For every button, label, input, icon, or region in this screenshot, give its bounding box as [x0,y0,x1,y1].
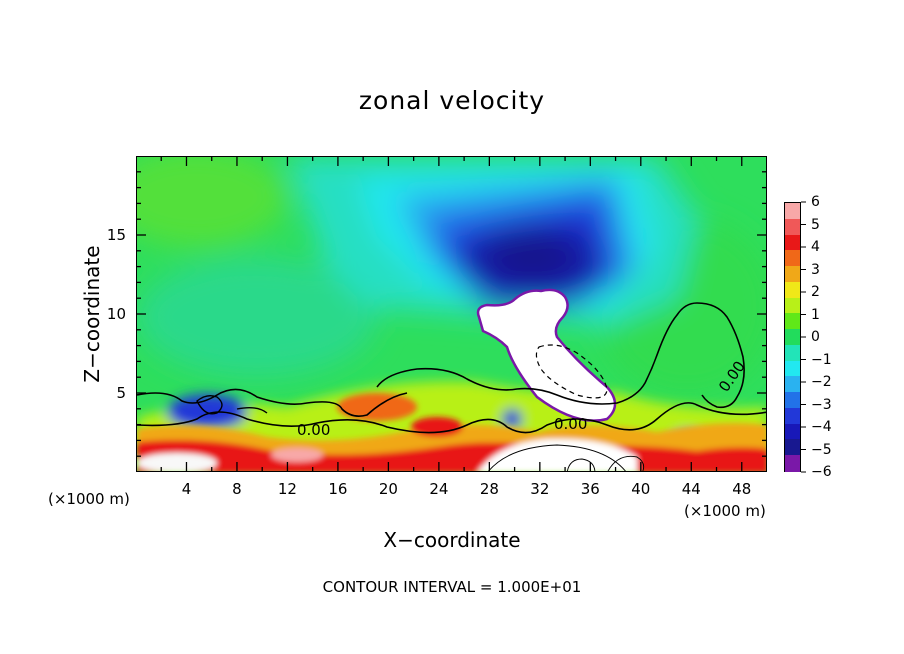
chart-title: zonal velocity [358,86,546,115]
colorbar-label: −1 [811,351,832,368]
contour-label: 0.00 [554,415,588,433]
colorbar-label: 0 [811,329,820,345]
x-tick-label: 12 [277,480,297,498]
velocity-field [137,157,766,471]
colorbar-swatch [785,250,800,268]
x-tick-label: 36 [580,480,600,498]
colorbar-label: 1 [811,306,820,323]
colorbar-swatch [785,360,800,378]
colorbar-label: −6 [811,464,832,480]
x-tick-label: 8 [232,480,242,498]
colorbar-swatch [785,455,800,473]
colorbar-swatch [785,203,800,221]
y-tick-label: 10 [106,305,126,323]
colorbar-swatch [785,329,800,347]
y-tick-label: 5 [116,384,126,402]
colorbar-label: −3 [811,396,832,413]
colorbar-swatch [785,234,800,252]
x-tick-label: 48 [732,480,752,498]
contour-label: 0.00 [297,421,331,439]
colorbar-label: −2 [811,374,832,390]
x-tick-label: 24 [429,480,449,498]
colorbar-swatch [785,344,800,362]
x-tick-label: 32 [530,480,550,498]
x-axis-label: X−coordinate [383,528,521,552]
colorbar-label: 5 [811,216,820,233]
colorbar-swatch [785,407,800,426]
colorbar [784,202,801,473]
plot-area: 0.00 0.00 0.00 [136,156,767,472]
colorbar-swatch [785,423,800,441]
colorbar-label: −5 [811,441,832,458]
colorbar-swatch [785,376,800,394]
contour-interval: CONTOUR INTERVAL = 1.000E+01 [322,578,582,596]
colorbar-label: −4 [811,419,832,435]
x-tick-label: 16 [328,480,348,498]
colorbar-swatch [785,439,800,457]
x-unit-right: (×1000 m) [684,502,766,520]
colorbar-label: 2 [811,284,820,300]
y-tick-label: 15 [106,226,126,244]
colorbar-swatch [785,218,800,236]
colorbar-swatch [785,313,800,331]
x-tick-label: 28 [479,480,499,498]
x-tick-label: 4 [181,480,192,498]
x-tick-label: 20 [378,480,398,498]
x-tick-label: 40 [631,480,651,498]
colorbar-label: 3 [811,261,820,278]
colorbar-label: 6 [811,194,820,210]
colorbar-swatch [785,266,800,284]
colorbar-swatch [785,297,800,315]
colorbar-swatch [785,392,800,410]
x-tick-label: 44 [681,480,701,498]
colorbar-label: 4 [811,239,820,255]
x-unit-left: (×1000 m) [48,490,130,508]
colorbar-swatch [785,281,800,299]
